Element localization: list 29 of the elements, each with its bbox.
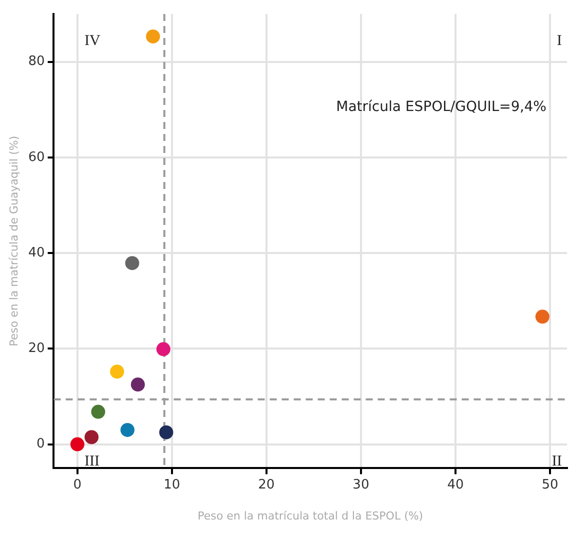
- point: [535, 310, 550, 324]
- x-tick-label: 30: [352, 477, 370, 492]
- annotation: IV: [84, 33, 101, 50]
- point: [156, 342, 170, 356]
- y-tick-label: 0: [36, 436, 45, 452]
- x-axis-title: Peso en la matrícula total d la ESPOL (%): [198, 509, 424, 522]
- x-tick-label: 40: [447, 477, 464, 492]
- annotation: II: [552, 453, 562, 470]
- x-tick-label: 0: [73, 477, 82, 492]
- annotation: III: [84, 453, 100, 470]
- annotation: I: [556, 33, 562, 50]
- point: [110, 364, 124, 379]
- point: [130, 378, 145, 392]
- y-axis-title: Peso en la matrícula de Guayaquil (%): [7, 136, 20, 346]
- x-tick-label: 20: [258, 477, 275, 492]
- x-tick-label: 50: [542, 477, 558, 492]
- y-tick-label: 80: [28, 54, 45, 70]
- point: [159, 425, 174, 440]
- y-tick-label: 60: [28, 150, 45, 165]
- y-tick-label: 40: [28, 245, 45, 260]
- point: [146, 29, 160, 44]
- point: [120, 422, 134, 437]
- point: [84, 430, 99, 444]
- x-tick-label: 10: [164, 477, 180, 492]
- annotation: Matrícula ESPOL/GQUIL=9,4%: [336, 98, 546, 115]
- point: [91, 404, 106, 419]
- point: [125, 256, 140, 270]
- point: [70, 437, 84, 452]
- y-tick-label: 20: [28, 341, 45, 356]
